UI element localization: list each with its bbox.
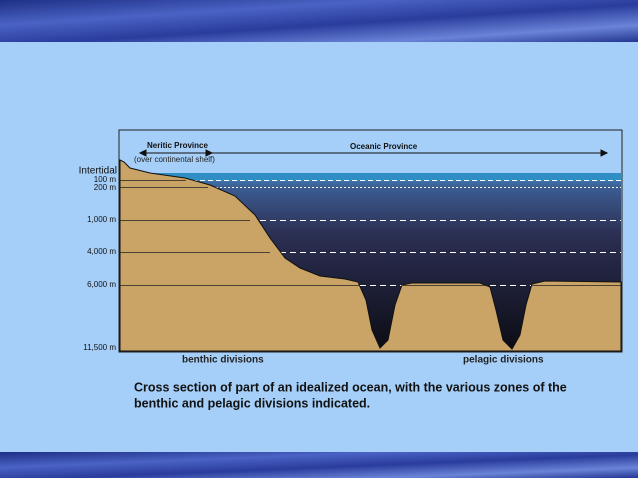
province-note: (over continental shelf) (134, 155, 215, 164)
province-label: Oceanic Province (350, 142, 418, 151)
depth-lines (119, 180, 621, 286)
arrowhead (138, 149, 147, 157)
depth-label: 6,000 m (87, 280, 116, 289)
province-arrows (138, 149, 609, 157)
province-label: Neritic Province (147, 141, 208, 150)
seafloor (119, 159, 622, 352)
arrowhead (205, 149, 214, 157)
division-label: pelagic divisions (463, 355, 544, 366)
caption-line: benthic and pelagic divisions indicated. (134, 396, 370, 410)
depth-label: 200 m (94, 183, 117, 192)
top-band (0, 0, 638, 42)
depth-label: 1,000 m (87, 215, 116, 224)
intertidal-label: Intertidal (79, 166, 117, 177)
division-label: benthic divisions (182, 355, 264, 366)
diagram: Neritic Province (over continental shelf… (79, 129, 623, 366)
bottom-band (0, 452, 638, 478)
depth-label: 11,500 m (83, 343, 116, 352)
depth-label: 4,000 m (87, 247, 116, 256)
surface-layer (120, 173, 621, 181)
arrowhead (600, 149, 609, 157)
caption-line: Cross section of part of an idealized oc… (134, 380, 567, 394)
depth-label: 100 m (94, 175, 117, 184)
